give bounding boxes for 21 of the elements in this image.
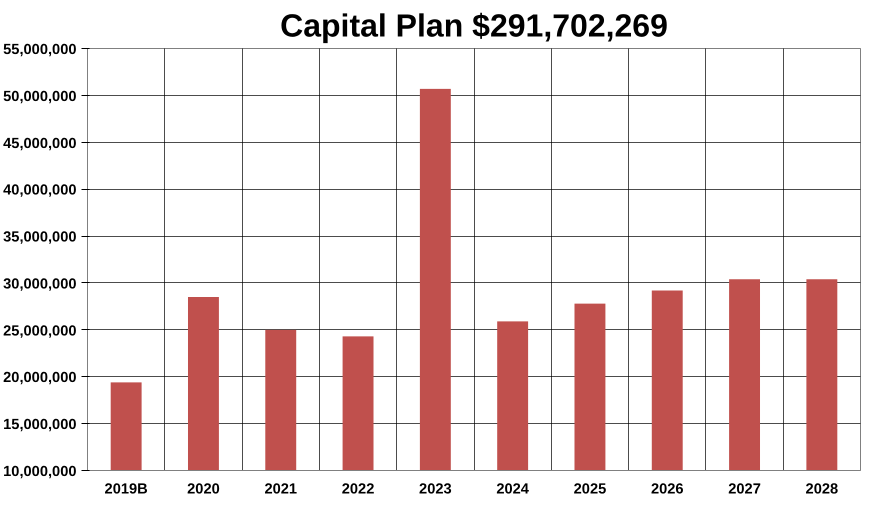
y-tick-label: 30,000,000: [3, 276, 77, 292]
y-tick-label: 20,000,000: [3, 370, 77, 386]
x-tick-label: 2020: [187, 482, 220, 498]
x-tick-label: 2019B: [104, 482, 148, 498]
y-tick-label: 40,000,000: [3, 182, 77, 199]
y-tick-label: 15,000,000: [3, 417, 77, 434]
y-tick-label: 10,000,000: [3, 464, 77, 480]
x-tick-label: 2022: [342, 482, 374, 498]
chart-title: Capital Plan $291,702,269: [280, 8, 668, 44]
x-tick-label: 2023: [419, 482, 452, 498]
x-tick-label: 2024: [496, 482, 530, 498]
y-tick-label: 55,000,000: [3, 42, 77, 58]
y-tick-label: 50,000,000: [3, 88, 77, 105]
x-tick-label: 2025: [574, 482, 606, 498]
y-tick-label: 35,000,000: [3, 230, 77, 246]
y-tick-label: 45,000,000: [3, 136, 77, 152]
x-tick-label: 2027: [728, 482, 761, 498]
x-tick-label: 2021: [264, 482, 298, 498]
y-tick-label: 25,000,000: [3, 323, 77, 340]
x-tick-label: 2026: [650, 482, 684, 498]
x-tick-label: 2028: [806, 482, 838, 498]
